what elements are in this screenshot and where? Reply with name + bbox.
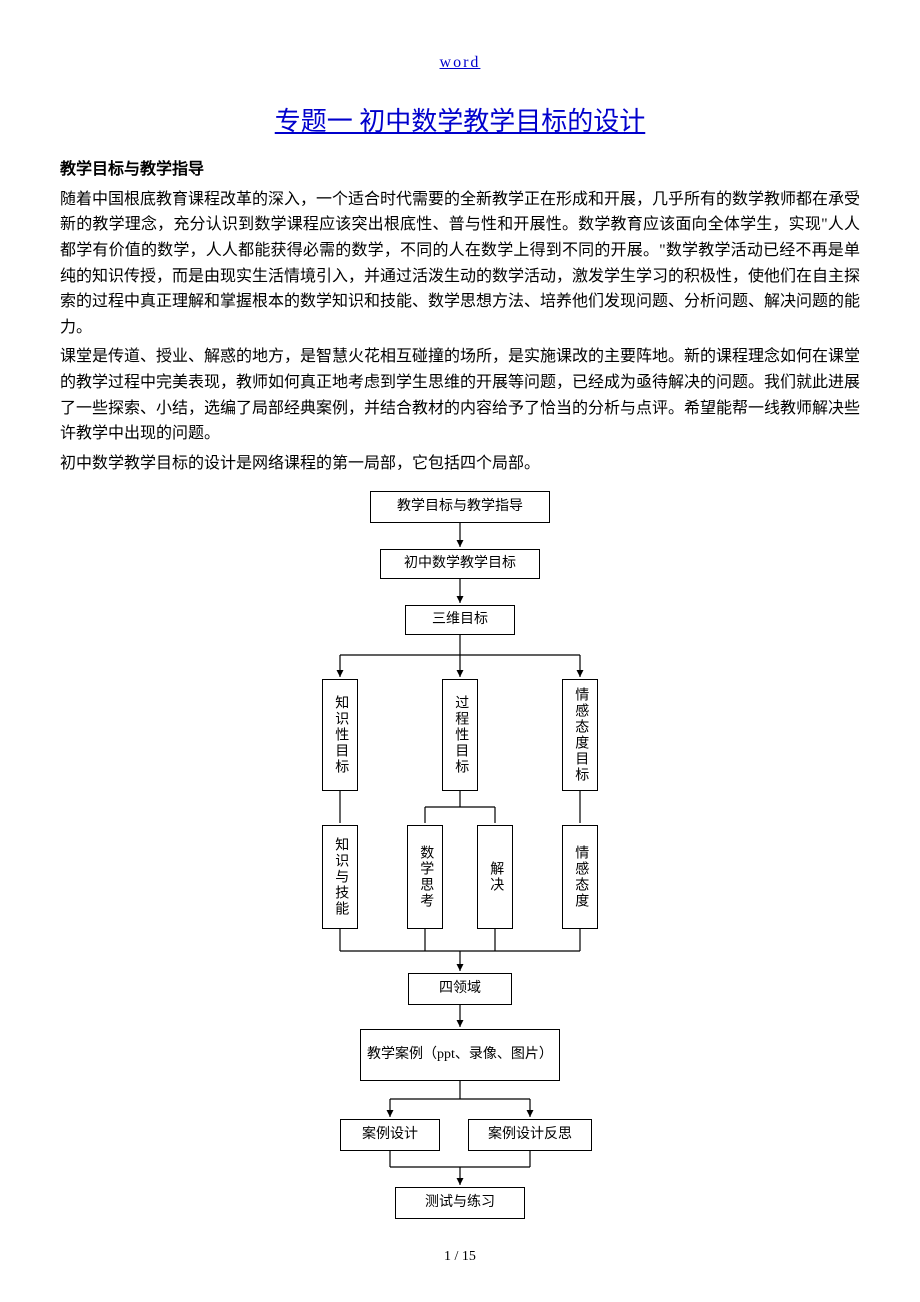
node-teaching-goal-guide: 教学目标与教学指导 (370, 491, 550, 523)
page-number: 1 / 15 (60, 1246, 860, 1268)
node-math-thinking: 数学思考 (407, 825, 443, 929)
flowchart-lines (240, 491, 680, 1221)
node-four-domain: 四领域 (408, 973, 512, 1005)
section-subtitle: 教学目标与教学指导 (60, 157, 860, 183)
flowchart-container: 教学目标与教学指导 初中数学教学目标 三维目标 知识性目标 过程性目标 情感态度… (240, 491, 680, 1221)
header-link[interactable]: word (60, 50, 860, 76)
node-middle-math-goal: 初中数学教学目标 (380, 549, 540, 579)
node-knowledge-skill: 知识与技能 (322, 825, 358, 929)
node-knowledge-goal: 知识性目标 (322, 679, 358, 791)
main-title: 专题一 初中数学教学目标的设计 (60, 101, 860, 143)
node-test-practice: 测试与练习 (395, 1187, 525, 1219)
node-teaching-case: 教学案例（ppt、录像、图片） (360, 1029, 560, 1081)
paragraph-2: 课堂是传道、授业、解惑的地方，是智慧火花相互碰撞的场所，是实施课改的主要阵地。新… (60, 344, 860, 446)
node-process-goal: 过程性目标 (442, 679, 478, 791)
paragraph-1: 随着中国根底教育课程改革的深入，一个适合时代需要的全新教学正在形成和开展，几乎所… (60, 187, 860, 341)
node-case-design: 案例设计 (340, 1119, 440, 1151)
node-solve: 解决 (477, 825, 513, 929)
node-emotion-attitude-goal: 情感态度目标 (562, 679, 598, 791)
node-three-dim-goal: 三维目标 (405, 605, 515, 635)
node-emotion-attitude: 情感态度 (562, 825, 598, 929)
node-case-reflect: 案例设计反思 (468, 1119, 592, 1151)
paragraph-3: 初中数学教学目标的设计是网络课程的第一局部，它包括四个局部。 (60, 451, 860, 477)
